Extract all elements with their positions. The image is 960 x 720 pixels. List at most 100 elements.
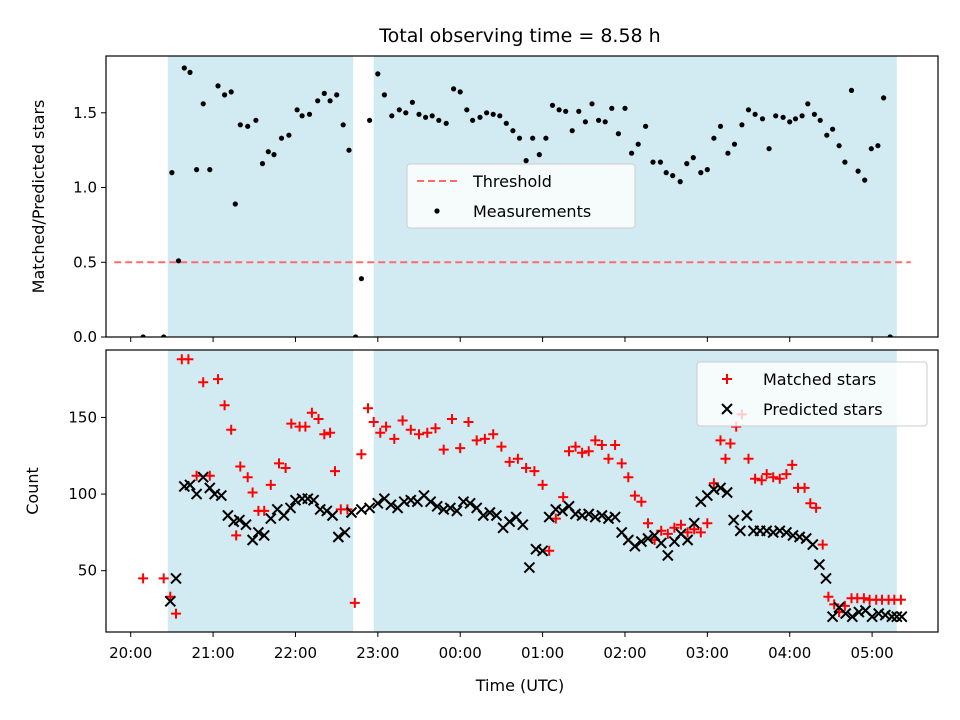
chart-title: Total observing time = 8.58 h [378, 25, 660, 47]
series-predicted-stars-point [208, 488, 221, 500]
x-tick-label: 20:00 [109, 644, 152, 662]
legend-marker [722, 374, 732, 384]
x-tick-label: 02:00 [603, 644, 646, 662]
series-measurements-point [278, 135, 285, 141]
series-measurements-point [536, 152, 542, 158]
series-measurements-point [670, 173, 676, 179]
series-matched-stars-point [414, 429, 424, 440]
series-matched-stars-point [368, 417, 379, 427]
series-matched-stars-point [774, 473, 785, 484]
series-matched-stars-point [702, 518, 713, 529]
series-predicted-stars-point [721, 486, 733, 499]
plot-frame [105, 349, 939, 633]
series-measurements-point [657, 159, 664, 165]
series-measurements-point [232, 201, 238, 207]
legend-frame [406, 163, 636, 229]
series-measurements-point [717, 123, 724, 129]
series-predicted-stars-point [345, 506, 358, 519]
series-predicted-stars-point [536, 545, 549, 557]
series-predicted-stars-point [787, 529, 799, 542]
series-predicted-stars-point [708, 483, 720, 496]
series-predicted-stars-point [780, 526, 793, 539]
series-measurements-point [543, 135, 549, 141]
series-measurements-point [684, 161, 690, 167]
series-measurements-point [222, 92, 228, 98]
series-measurements-point [875, 143, 881, 149]
series-predicted-stars-point [727, 514, 740, 526]
series-measurements-point [294, 107, 300, 113]
series-measurements-point [510, 128, 516, 134]
series-predicted-stars-point [714, 482, 727, 494]
series-matched-stars-point [471, 435, 482, 446]
series-predicted-stars-point [793, 531, 806, 543]
series-measurements-point [207, 167, 213, 173]
series-matched-stars-point [823, 591, 834, 602]
series-measurements-point [497, 113, 503, 119]
series-matched-stars-point [570, 441, 581, 452]
series-measurements-point [140, 334, 146, 337]
series-predicted-stars-point [289, 494, 302, 506]
series-predicted-stars-point [530, 543, 542, 555]
series-measurements-point [516, 135, 523, 141]
series-matched-stars-point [558, 492, 569, 503]
series-matched-stars-point [430, 423, 441, 434]
series-predicted-stars-point [602, 512, 615, 525]
series-predicted-stars-point [807, 538, 819, 551]
legend: Matched stars Predicted stars [696, 361, 928, 427]
series-matched-stars-point [781, 469, 792, 480]
series-matched-stars-point [715, 435, 726, 446]
series-measurements-point [321, 90, 327, 96]
legend-label: Measurements [473, 202, 591, 221]
series-measurements-point [306, 111, 313, 117]
series-measurements-point [457, 89, 463, 95]
legend-frame [696, 361, 928, 427]
series-matched-stars-point [447, 414, 457, 424]
x-tick-label: 05:00 [850, 644, 893, 662]
series-matched-stars-point [787, 459, 798, 470]
series-measurements-point [602, 119, 608, 125]
series-matched-stars-point [504, 456, 515, 467]
y-tick-label: 100 [68, 485, 97, 503]
series-measurements-point [622, 105, 628, 111]
series-predicted-stars-point [314, 503, 326, 516]
series-measurements-point [443, 120, 449, 126]
series-matched-stars-point [756, 475, 767, 486]
series-measurements-point [367, 117, 373, 123]
series-matched-stars-point [761, 469, 772, 480]
y-tick-label: 0.0 [73, 328, 97, 346]
series-predicted-stars-point [405, 494, 417, 506]
series-predicted-stars-point [424, 495, 437, 508]
series-matched-stars-point [488, 429, 499, 440]
series-predicted-stars-point [284, 502, 297, 514]
series-measurements-point [175, 258, 182, 264]
x-tick-label: 21:00 [191, 644, 234, 662]
series-measurements-point [484, 110, 490, 116]
series-measurements-point [334, 92, 340, 98]
series-measurements-point [353, 334, 359, 337]
series-predicted-stars-point [846, 610, 859, 623]
y-tick-label: 1.0 [73, 179, 97, 197]
series-measurements-point [396, 107, 402, 113]
series-matched-stars-point [512, 453, 523, 464]
y-tick-label: 150 [68, 408, 97, 426]
series-predicted-stars-point [891, 610, 903, 623]
series-predicted-stars-point [550, 503, 562, 516]
series-predicted-stars-point [265, 512, 277, 525]
series-matched-stars-point [325, 427, 336, 438]
series-measurements-point [423, 114, 429, 120]
series-matched-stars-point [577, 447, 588, 458]
series-measurements-point [194, 167, 200, 173]
series-measurements-point [556, 107, 562, 113]
series-measurements-point [615, 131, 622, 137]
series-predicted-stars-point [839, 607, 852, 620]
legend-label: Predicted stars [763, 400, 883, 419]
series-measurements-point [629, 150, 635, 156]
series-predicted-stars-point [190, 488, 203, 500]
series-matched-stars-point [171, 608, 181, 619]
series-predicted-stars-point [490, 509, 503, 522]
series-measurements-point [200, 101, 206, 107]
series-predicted-stars-point [307, 494, 320, 506]
series-measurements-point [549, 102, 556, 108]
series-predicted-stars-point [866, 610, 878, 623]
series-measurements-point [315, 98, 321, 104]
